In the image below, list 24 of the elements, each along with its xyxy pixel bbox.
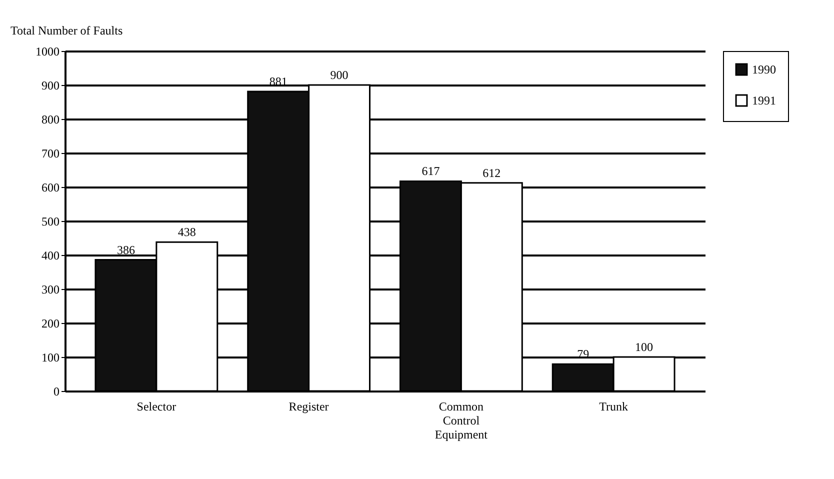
y-tick-label: 700	[42, 146, 60, 160]
data-label: 438	[178, 225, 196, 240]
y-tick-label: 500	[42, 214, 60, 228]
y-tick-label: 800	[42, 112, 60, 126]
y-tick-label: 300	[42, 282, 60, 296]
y-tick-label: 400	[42, 248, 60, 262]
y-tick-label: 200	[42, 316, 60, 330]
data-label: 386	[116, 242, 135, 257]
data-label: 100	[635, 340, 654, 354]
data-label: 900	[330, 68, 348, 82]
y-tick-label: 100	[42, 350, 60, 364]
legend-label: 1991	[752, 94, 776, 108]
y-tick-label: 600	[42, 180, 60, 194]
y-axis-title: Total Number of Faults	[10, 24, 123, 38]
data-label: 612	[482, 166, 501, 180]
y-tick-label: 1000	[36, 44, 60, 58]
y-tick-label: 0	[54, 384, 60, 398]
x-tick-label: Trunk	[599, 400, 628, 414]
x-tick-label: Selector	[136, 400, 176, 414]
x-tick-label: Common Control Equipment	[434, 400, 488, 442]
y-tick-label: 900	[42, 78, 60, 92]
x-tick-label: Register	[288, 400, 329, 414]
data-label: 617	[422, 164, 440, 178]
legend-label: 1990	[752, 62, 776, 76]
